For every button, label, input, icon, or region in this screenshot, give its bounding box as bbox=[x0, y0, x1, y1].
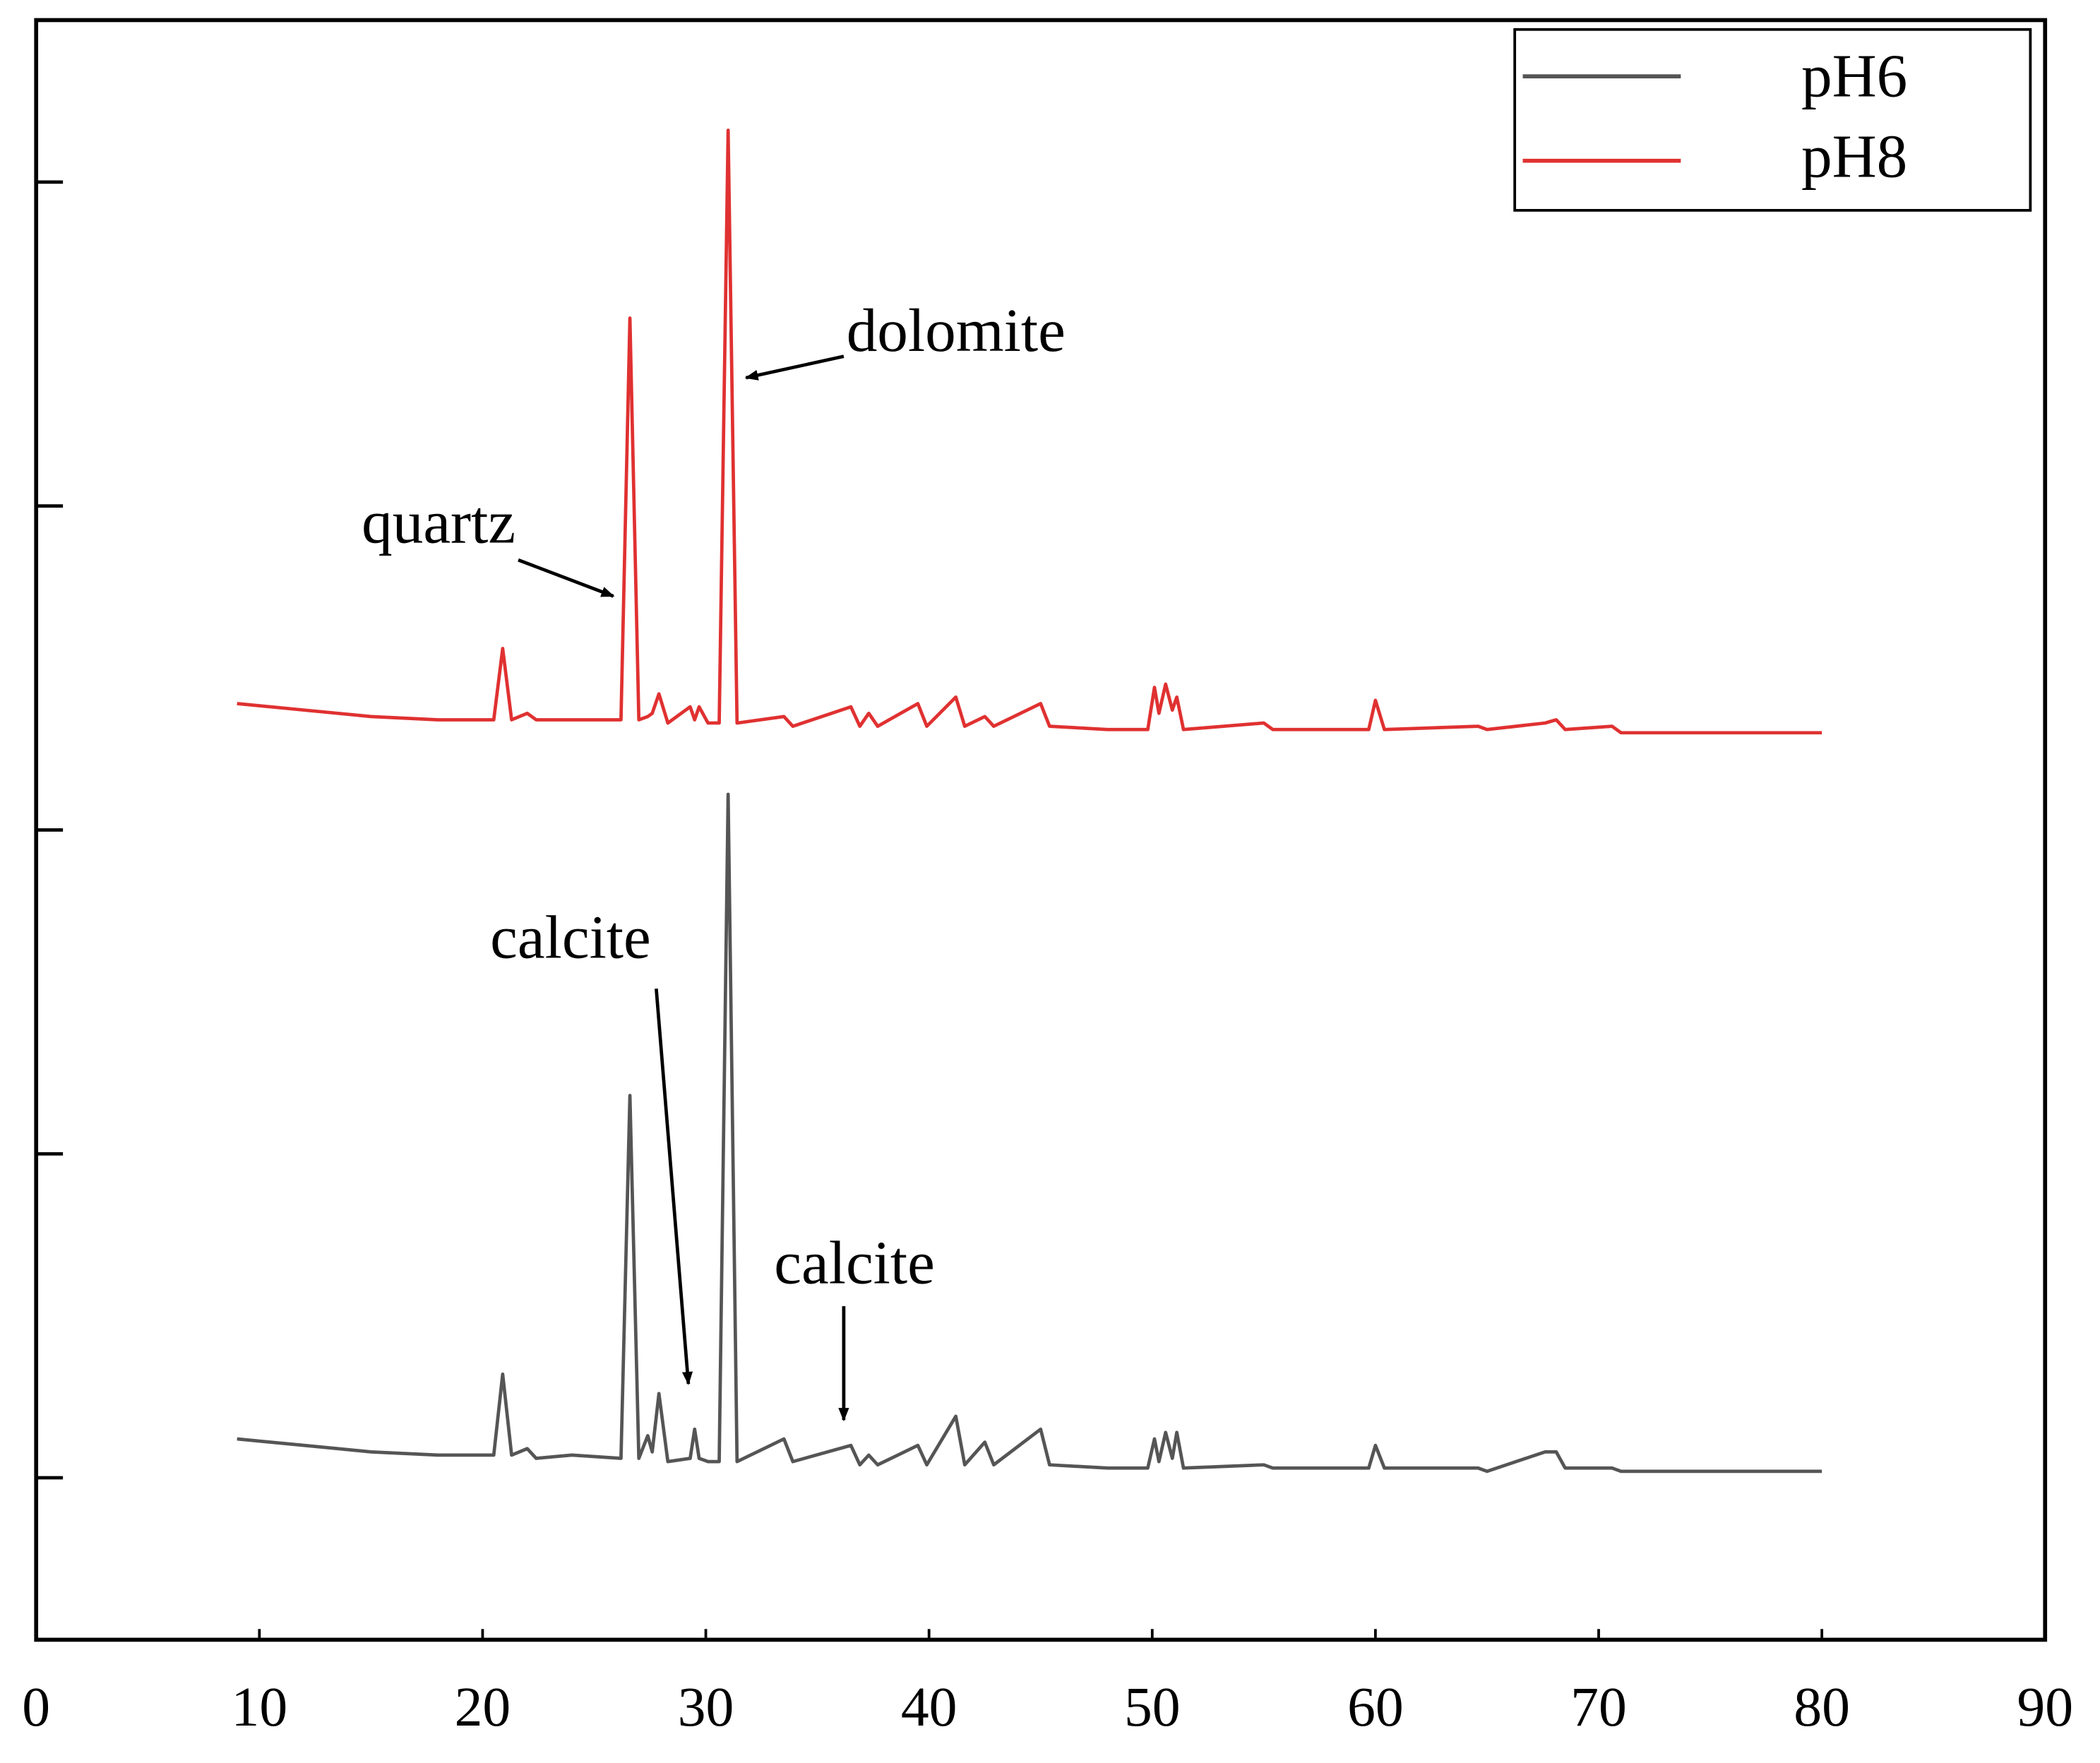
annotation: calcite bbox=[774, 1229, 935, 1297]
annotation: calcite bbox=[490, 903, 651, 972]
x-tick-label: 20 bbox=[455, 1676, 511, 1738]
annotation-arrow bbox=[518, 558, 615, 598]
x-tick-label: 60 bbox=[1347, 1676, 1404, 1738]
x-tick-label: 10 bbox=[232, 1676, 288, 1738]
x-tick-label: 30 bbox=[678, 1676, 734, 1738]
legend-label: pH6 bbox=[1801, 42, 1907, 110]
annotation: dolomite bbox=[847, 296, 1066, 364]
x-tick-label: 70 bbox=[1570, 1676, 1627, 1738]
x-tick-label: 40 bbox=[901, 1676, 957, 1738]
series-line bbox=[237, 792, 1822, 1474]
x-tick-label: 90 bbox=[2017, 1676, 2073, 1738]
marks bbox=[35, 129, 2047, 1640]
x-tick-label: 80 bbox=[1794, 1676, 1850, 1738]
series-line bbox=[237, 129, 1822, 735]
plot-frame bbox=[34, 18, 2048, 1642]
legend-label: pH8 bbox=[1801, 121, 1907, 190]
x-tick-label: 50 bbox=[1124, 1676, 1181, 1738]
annotation-arrow bbox=[655, 988, 693, 1385]
annotation-arrow bbox=[744, 354, 845, 381]
annotation: quartz bbox=[362, 487, 515, 556]
legend-box bbox=[1513, 28, 2032, 212]
x-tick-label: 0 bbox=[22, 1676, 50, 1738]
